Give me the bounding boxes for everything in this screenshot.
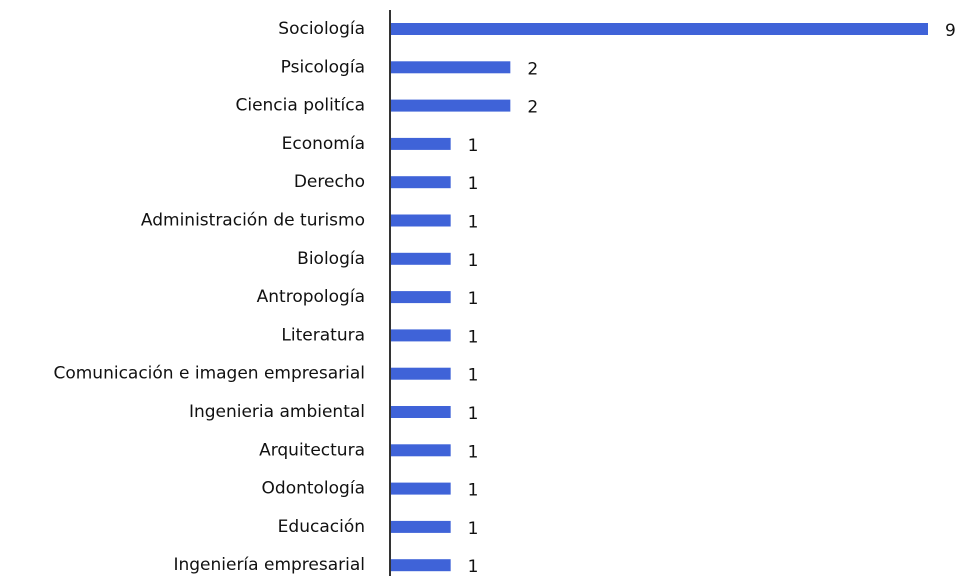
category-label: Ingenieria ambiental xyxy=(189,402,365,422)
category-label: Administración de turismo xyxy=(141,211,365,231)
value-label: 1 xyxy=(468,136,479,156)
bar xyxy=(391,520,451,533)
category-label: Biología xyxy=(297,249,365,269)
bar xyxy=(391,329,451,342)
category-label: Odontología xyxy=(262,479,365,499)
value-label: 1 xyxy=(468,213,479,233)
category-label: Comunicación e imagen empresarial xyxy=(53,364,365,384)
value-label: 1 xyxy=(468,442,479,462)
bar xyxy=(391,23,928,35)
category-label: Ingeniería empresarial xyxy=(173,555,365,575)
category-label: Arquitectura xyxy=(259,440,365,460)
bar xyxy=(391,176,451,189)
value-label: 1 xyxy=(468,289,479,309)
bar xyxy=(391,252,451,265)
value-label: 1 xyxy=(468,327,479,347)
value-label: 1 xyxy=(468,519,479,539)
value-label: 1 xyxy=(468,557,479,576)
value-label: 2 xyxy=(527,59,538,79)
value-label: 1 xyxy=(468,251,479,271)
category-label: Educación xyxy=(278,517,365,537)
value-label: 1 xyxy=(468,174,479,194)
value-label: 9 xyxy=(945,21,956,41)
category-label: Literatura xyxy=(281,325,365,345)
value-label: 1 xyxy=(468,481,479,501)
bar xyxy=(391,367,451,380)
category-label: Derecho xyxy=(294,172,365,192)
bar xyxy=(391,61,511,74)
bar xyxy=(391,444,451,457)
category-label: Economía xyxy=(282,134,365,154)
bar xyxy=(391,214,451,227)
category-label: Psicología xyxy=(281,57,365,77)
bar xyxy=(391,99,511,112)
value-label: 1 xyxy=(468,366,479,386)
value-label: 1 xyxy=(468,404,479,424)
bar xyxy=(391,559,451,572)
category-label: Sociología xyxy=(278,19,365,39)
bar xyxy=(391,137,451,150)
bar xyxy=(391,291,451,304)
category-label: Ciencia politíca xyxy=(235,96,365,116)
bar xyxy=(391,406,451,418)
category-label: Antropología xyxy=(257,287,365,307)
value-label: 2 xyxy=(527,98,538,118)
bar xyxy=(391,482,451,495)
